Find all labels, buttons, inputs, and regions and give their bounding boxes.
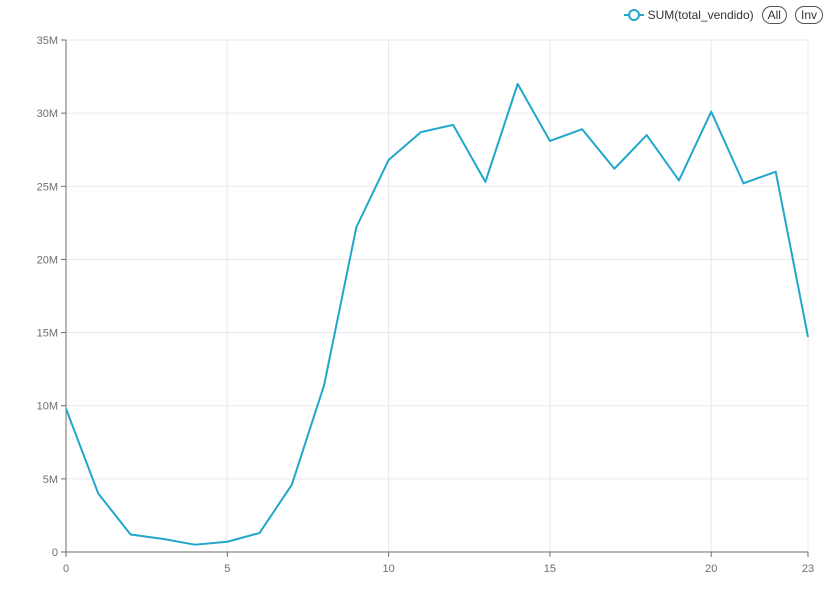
y-tick-label: 30M [37, 108, 58, 120]
y-tick-label: 20M [37, 254, 58, 266]
legend-series-label: SUM(total_vendido) [647, 8, 754, 22]
y-tick-label: 25M [37, 181, 58, 193]
series-line[interactable] [65, 82, 809, 546]
y-tick-label: 35M [37, 35, 58, 47]
y-tick-label: 0 [52, 547, 58, 559]
x-tick-label: 5 [224, 563, 230, 575]
x-tick-label: 20 [705, 563, 717, 575]
x-tick-label: 15 [544, 563, 556, 575]
legend-all-button[interactable]: All [761, 6, 787, 24]
y-tick-label: 15M [37, 328, 58, 340]
x-tick-label: 0 [63, 563, 69, 575]
x-tick-label: 10 [382, 563, 394, 575]
legend-inv-button[interactable]: Inv [794, 6, 823, 24]
y-tick-label: 10M [37, 401, 58, 413]
line-circle-icon [623, 8, 644, 22]
x-tick-label: 23 [802, 563, 814, 575]
legend-item-series[interactable]: SUM(total_vendido) [623, 8, 754, 22]
legend: SUM(total_vendido) All Inv [623, 5, 823, 25]
y-tick-label: 5M [43, 474, 58, 486]
